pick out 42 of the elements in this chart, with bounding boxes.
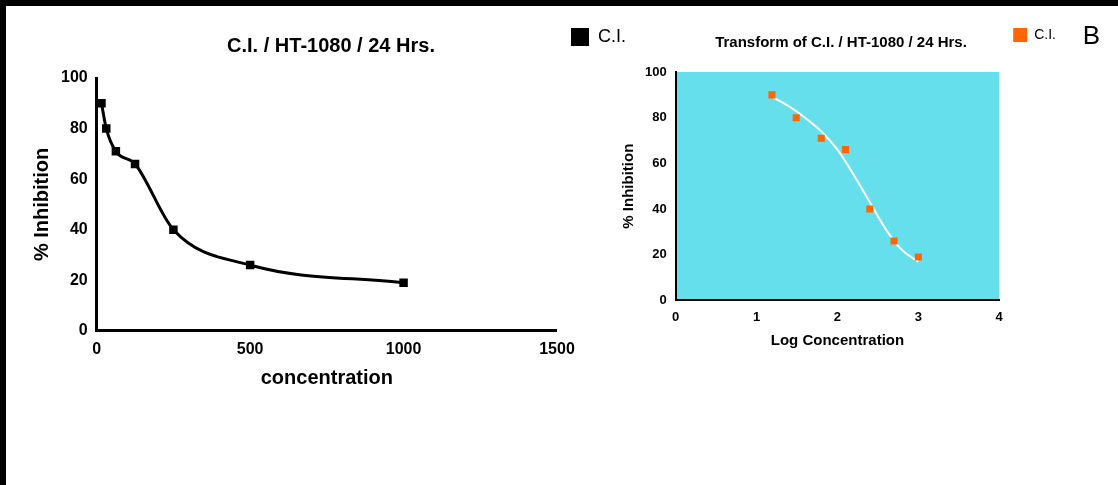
point — [817, 134, 825, 142]
point — [102, 124, 111, 133]
x-tick-label: 1000 — [385, 339, 422, 357]
y-axis-title: % Inhibition — [619, 143, 637, 229]
point — [169, 225, 178, 234]
y-tick-label: 0 — [659, 291, 667, 307]
y-tick-label: 80 — [652, 109, 667, 125]
y-tick-label: 20 — [69, 270, 88, 288]
text: B — [1082, 20, 1100, 51]
x-tick-label: 1500 — [539, 339, 575, 357]
point — [111, 147, 121, 156]
point — [399, 278, 408, 288]
point — [97, 99, 106, 108]
x-tick-label: 3 — [914, 308, 922, 324]
y-tick-label: 20 — [652, 246, 667, 262]
y-tick-label: 0 — [78, 321, 88, 339]
point — [890, 237, 898, 245]
point — [866, 205, 874, 213]
y-tick-label: 100 — [60, 68, 88, 86]
point — [842, 146, 850, 154]
point — [914, 253, 922, 261]
y-tick-label: 40 — [652, 200, 667, 216]
x-axis-title: Log Concentration — [770, 331, 905, 349]
point — [792, 114, 800, 122]
x-tick-label: 0 — [672, 308, 680, 324]
y-tick-label: 60 — [652, 154, 667, 170]
y-tick-label: 80 — [69, 118, 88, 136]
x-tick-label: 2 — [833, 308, 842, 324]
y-tick-label: 100 — [644, 63, 667, 79]
point — [768, 91, 776, 99]
x-tick-label: 1 — [752, 308, 761, 324]
x-tick-label: 500 — [236, 339, 264, 357]
chart-title: C.I. / HT-1080 / 24 Hrs. — [227, 33, 435, 56]
y-tick-label: 60 — [69, 169, 88, 187]
chart-title: Transform of C.I. / HT-1080 / 24 Hrs. — [715, 33, 967, 51]
legend-label: C.I. — [598, 25, 627, 46]
y-tick-label: 40 — [69, 220, 88, 238]
x-axis-title: concentration — [260, 365, 393, 388]
y-axis-title: % Inhibition — [29, 147, 52, 262]
x-tick-label: 4 — [995, 308, 1004, 324]
x-tick-label: 0 — [92, 339, 102, 357]
legend-label: C.I. — [1034, 25, 1056, 42]
